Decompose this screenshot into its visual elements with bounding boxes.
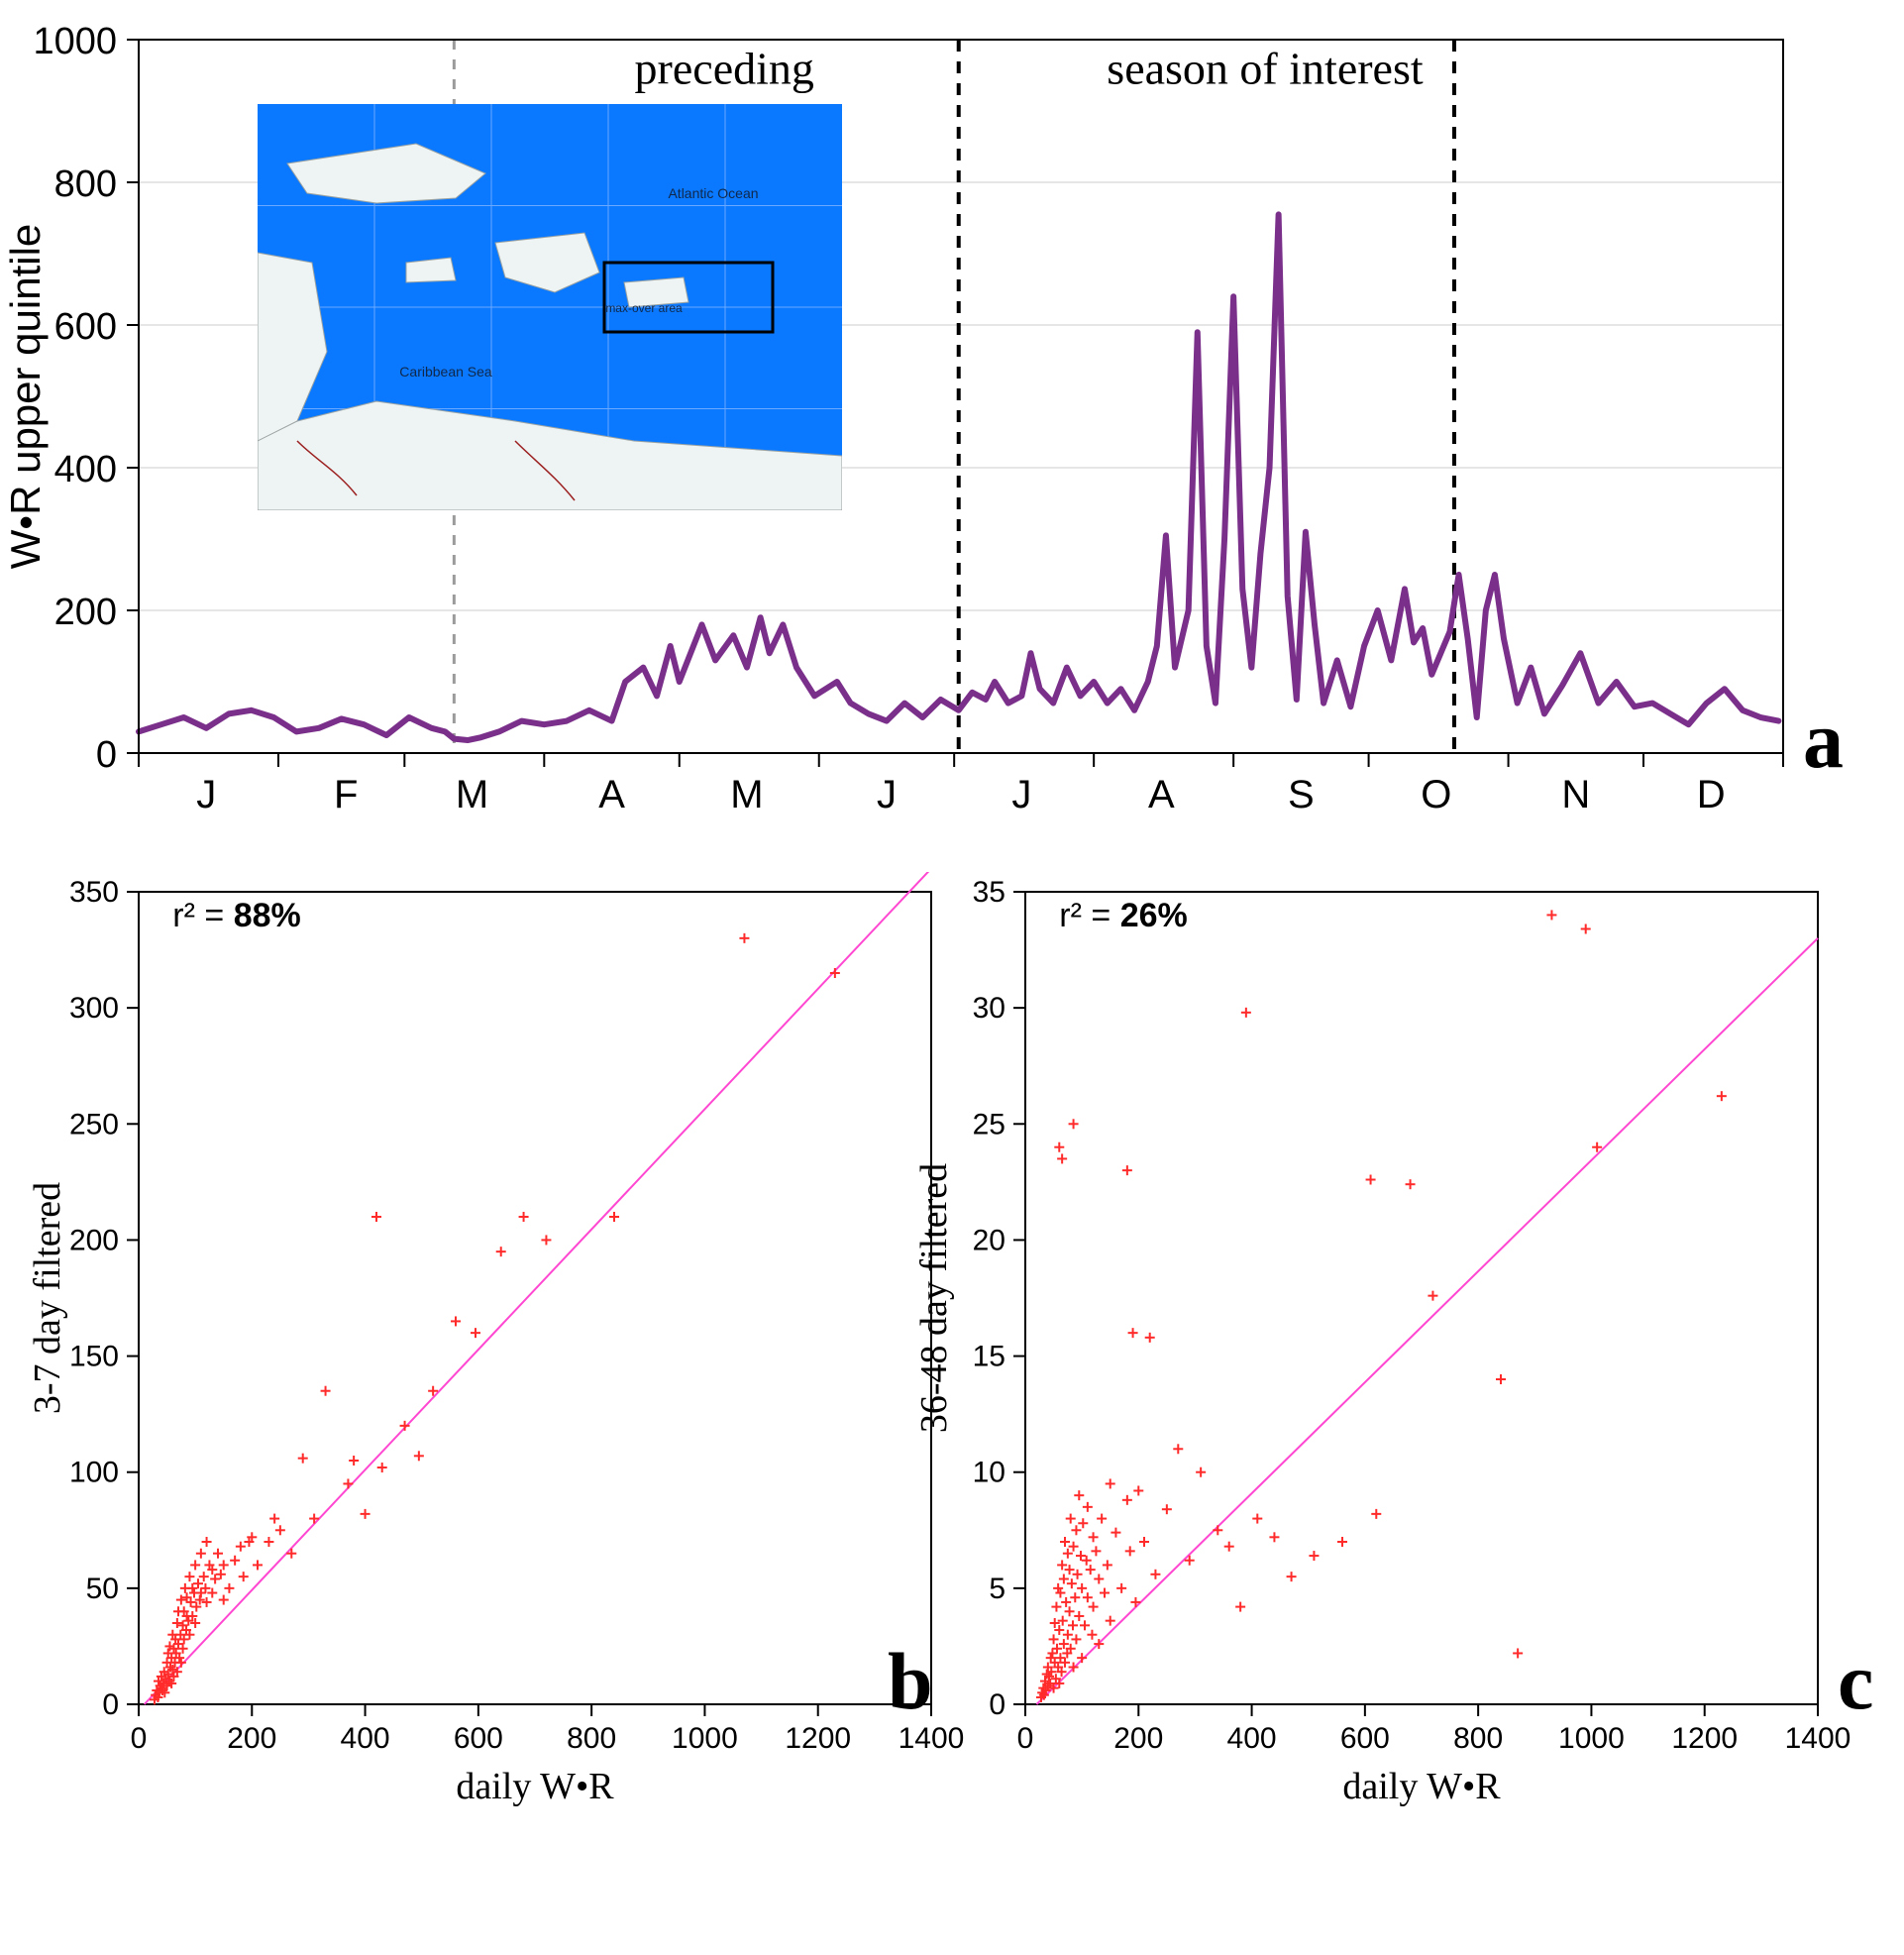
- svg-text:600: 600: [454, 1722, 503, 1755]
- svg-text:400: 400: [1227, 1722, 1277, 1755]
- svg-text:A: A: [1148, 773, 1175, 816]
- svg-text:1000: 1000: [33, 21, 117, 62]
- svg-text:200: 200: [227, 1722, 276, 1755]
- svg-text:N: N: [1561, 773, 1590, 816]
- svg-text:150: 150: [69, 1341, 119, 1373]
- svg-text:S: S: [1288, 773, 1315, 816]
- svg-text:daily W•R: daily W•R: [1342, 1766, 1501, 1807]
- svg-text:100: 100: [69, 1457, 119, 1489]
- svg-text:0: 0: [131, 1722, 148, 1755]
- svg-text:0: 0: [102, 1688, 119, 1721]
- svg-text:800: 800: [567, 1722, 616, 1755]
- panel-a-inset-map: Atlantic Ocean Caribbean Sea max-over area: [258, 104, 842, 510]
- panel-c-label: c: [1838, 1635, 1873, 1728]
- svg-text:daily W•R: daily W•R: [456, 1766, 614, 1807]
- svg-text:600: 600: [54, 306, 117, 348]
- panel-b-chart: 0200400600800100012001400050100150200250…: [20, 872, 1010, 1843]
- svg-text:preceding: preceding: [635, 43, 814, 93]
- panel-b-label: b: [888, 1635, 933, 1728]
- svg-text:M: M: [456, 773, 488, 816]
- svg-text:J: J: [877, 773, 897, 816]
- svg-text:200: 200: [1113, 1722, 1163, 1755]
- panel-c-chart: 020040060080010001200140005101520253035d…: [906, 872, 1897, 1843]
- svg-text:36-48 day filtered: 36-48 day filtered: [913, 1163, 955, 1433]
- svg-text:W•R upper quintile: W•R upper quintile: [2, 224, 49, 570]
- svg-text:0: 0: [989, 1688, 1005, 1721]
- svg-text:800: 800: [1453, 1722, 1503, 1755]
- svg-text:5: 5: [989, 1573, 1005, 1605]
- svg-text:200: 200: [54, 592, 117, 633]
- svg-text:O: O: [1421, 773, 1451, 816]
- svg-text:season of interest: season of interest: [1107, 43, 1424, 93]
- svg-text:1000: 1000: [672, 1722, 738, 1755]
- svg-text:r² = 26%: r² = 26%: [1059, 897, 1187, 934]
- svg-text:200: 200: [69, 1224, 119, 1256]
- svg-text:1000: 1000: [1558, 1722, 1625, 1755]
- svg-text:J: J: [1011, 773, 1031, 816]
- svg-text:20: 20: [973, 1224, 1005, 1256]
- svg-text:250: 250: [69, 1108, 119, 1140]
- svg-text:3-7 day filtered: 3-7 day filtered: [27, 1182, 68, 1414]
- svg-text:A: A: [598, 773, 625, 816]
- svg-text:1200: 1200: [1671, 1722, 1738, 1755]
- svg-text:15: 15: [973, 1341, 1005, 1373]
- svg-text:r² = 88%: r² = 88%: [172, 897, 300, 934]
- svg-text:J: J: [196, 773, 216, 816]
- svg-text:30: 30: [973, 992, 1005, 1025]
- svg-text:Caribbean Sea: Caribbean Sea: [399, 364, 492, 380]
- svg-text:400: 400: [54, 449, 117, 490]
- svg-text:800: 800: [54, 163, 117, 205]
- svg-text:0: 0: [96, 734, 117, 776]
- figure-root: JFMAMJJASOND02004006008001000W•R upper q…: [0, 0, 1904, 1955]
- svg-text:M: M: [730, 773, 763, 816]
- svg-text:F: F: [334, 773, 358, 816]
- svg-text:300: 300: [69, 992, 119, 1025]
- svg-text:1200: 1200: [785, 1722, 851, 1755]
- svg-text:0: 0: [1017, 1722, 1034, 1755]
- svg-text:25: 25: [973, 1108, 1005, 1140]
- panel-a-label: a: [1803, 694, 1844, 787]
- svg-text:Atlantic Ocean: Atlantic Ocean: [668, 185, 758, 201]
- svg-text:10: 10: [973, 1457, 1005, 1489]
- svg-text:600: 600: [1340, 1722, 1390, 1755]
- svg-text:35: 35: [973, 876, 1005, 909]
- svg-text:max-over area: max-over area: [605, 301, 683, 315]
- svg-text:400: 400: [341, 1722, 390, 1755]
- svg-text:50: 50: [86, 1573, 119, 1605]
- svg-text:D: D: [1697, 773, 1726, 816]
- svg-text:350: 350: [69, 876, 119, 909]
